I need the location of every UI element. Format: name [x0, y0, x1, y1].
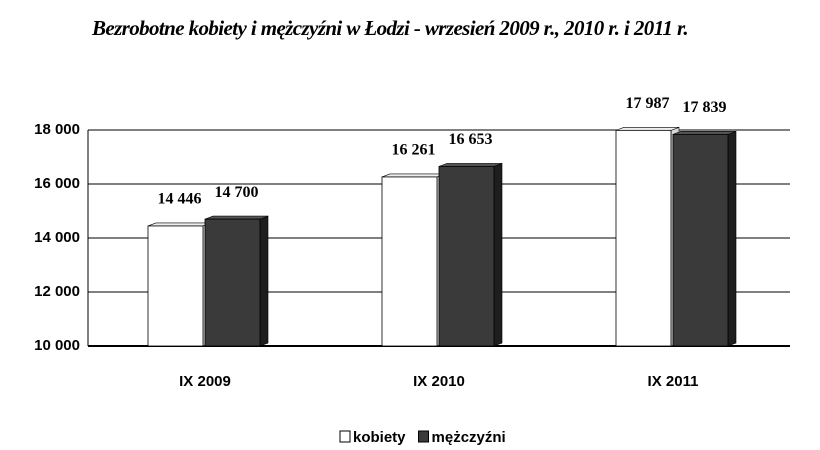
y-tick-label: 16 000	[34, 175, 80, 192]
bar-face	[615, 127, 680, 131]
bar-face	[381, 176, 438, 347]
bar-face	[672, 131, 737, 135]
bar-face	[727, 130, 737, 347]
x-tick-label: IX 2009	[179, 373, 231, 390]
bar-face	[204, 218, 261, 347]
bar-face	[259, 215, 269, 347]
value-label: 16 261	[392, 142, 436, 159]
y-tick-label: 18 000	[34, 121, 80, 138]
value-label: 14 700	[215, 184, 259, 201]
bar-face	[438, 163, 503, 167]
bar	[615, 126, 680, 347]
value-label: 17 987	[626, 95, 670, 112]
value-label: 14 446	[158, 191, 202, 208]
bar	[147, 222, 212, 347]
bar	[381, 173, 446, 347]
y-tick-label: 14 000	[34, 229, 80, 246]
bar-face	[204, 215, 269, 220]
legend-label: mężczyźni	[432, 429, 506, 446]
bar-face	[147, 222, 212, 227]
legend-swatch	[418, 430, 430, 443]
bar-face	[381, 173, 446, 178]
x-tick-label: IX 2011	[648, 373, 699, 390]
x-tick-label: IX 2010	[413, 373, 465, 390]
legend-label: kobiety	[353, 429, 406, 446]
bar	[672, 130, 737, 347]
bar-face	[438, 165, 495, 347]
y-tick-label: 12 000	[34, 283, 80, 300]
y-tick-label: 10 000	[34, 337, 80, 354]
legend-swatch	[339, 430, 351, 443]
value-label: 17 839	[683, 99, 727, 116]
bar-face	[147, 225, 204, 347]
bar	[204, 215, 269, 347]
bar-face	[672, 133, 729, 347]
bar-face	[493, 162, 503, 347]
value-label: 16 653	[449, 131, 493, 148]
bar-face	[615, 129, 672, 347]
bar	[438, 162, 503, 347]
chart-title: Bezrobotne kobiety i mężczyźni w Łodzi -…	[91, 16, 689, 40]
